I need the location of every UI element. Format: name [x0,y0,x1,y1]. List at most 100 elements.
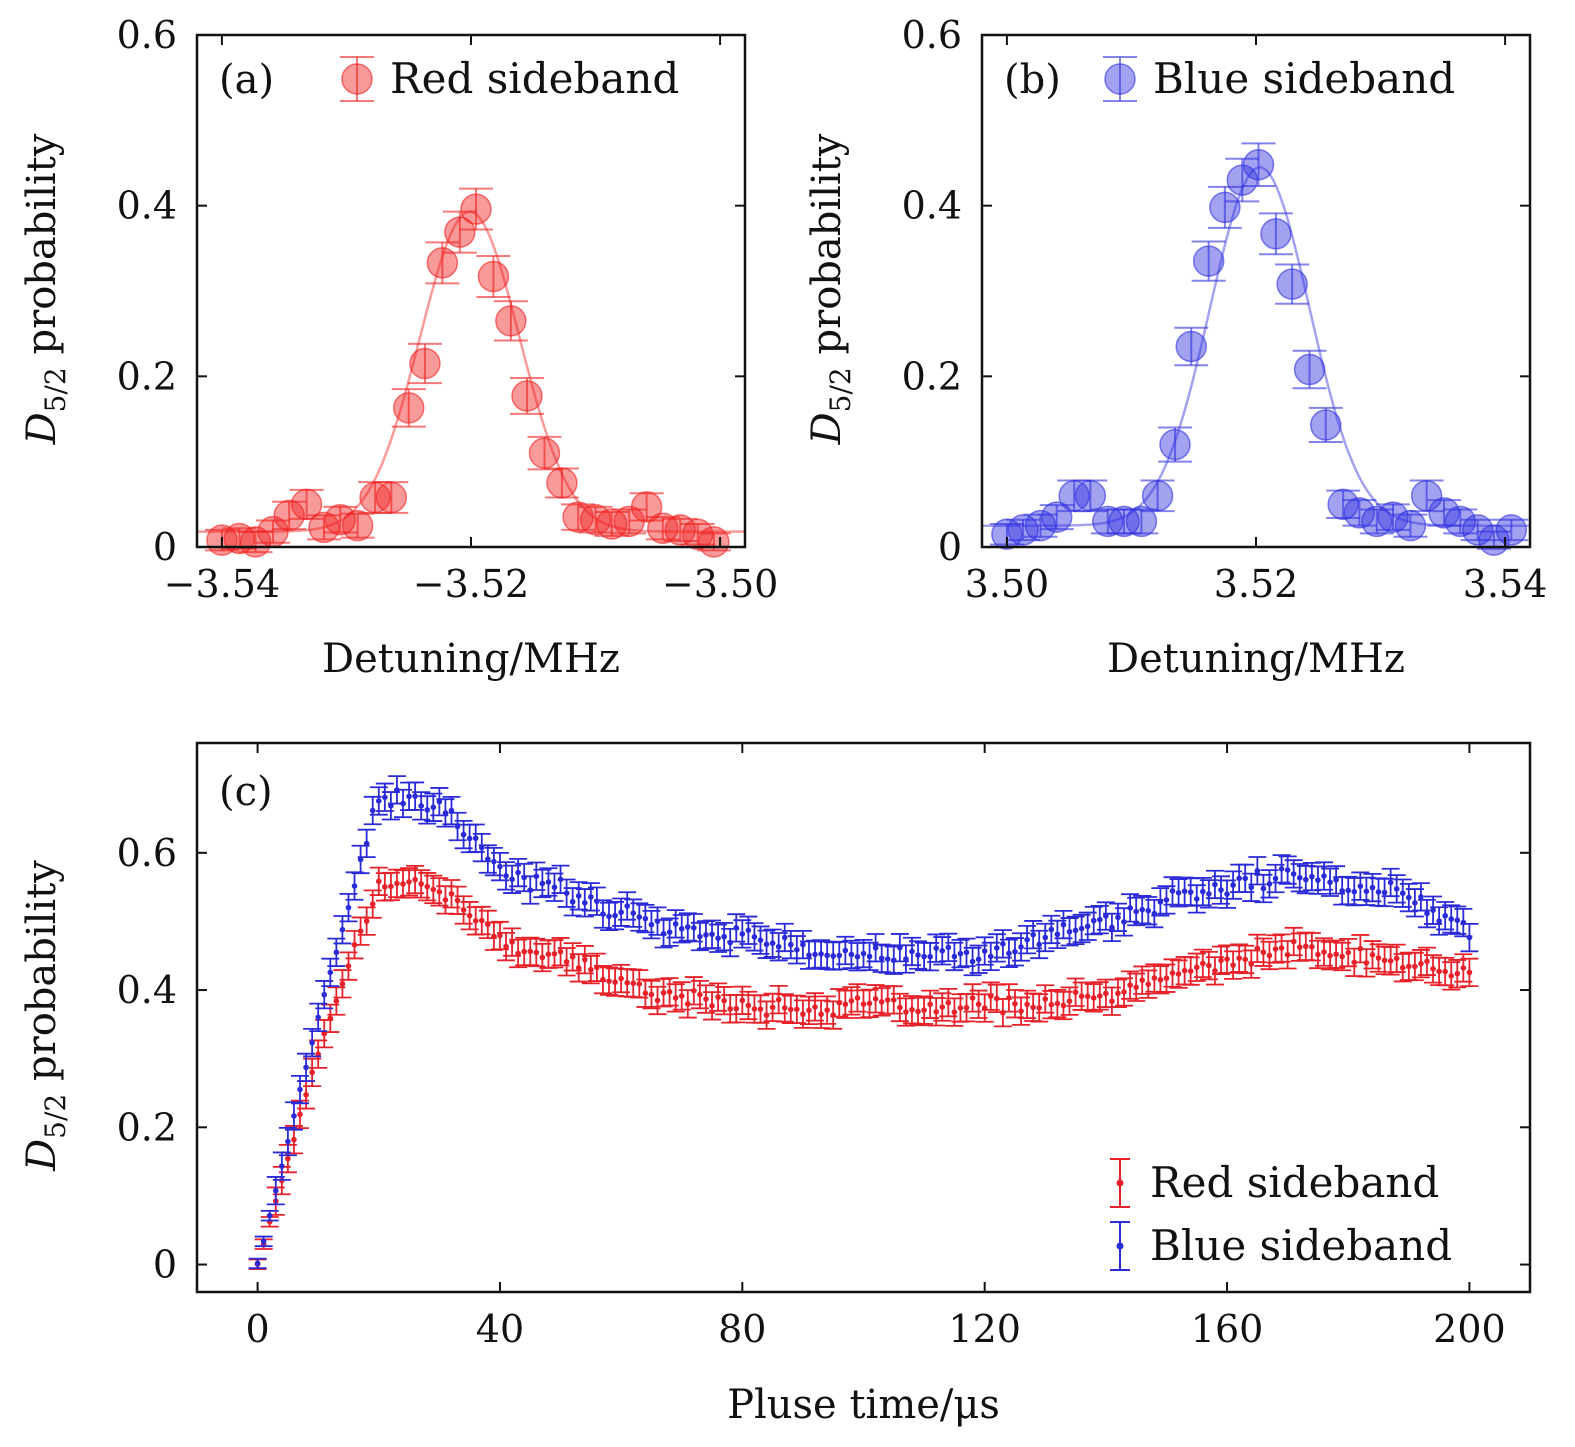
panel-c-legend-dot [1116,1179,1124,1187]
panel-b-point [1159,428,1191,461]
panel-c-point [860,1001,867,1007]
panel-c-data-point [1460,957,1479,988]
panel-c-point [315,1014,321,1021]
panel-c-point [745,927,752,934]
panel-c-point [648,921,655,928]
panel-c-point [1236,955,1242,961]
panel-c-point [903,956,909,962]
panel-b-data-point [1376,501,1410,533]
panel-c-point [569,898,576,905]
panel-a-point [647,512,679,544]
panel-c-point [1200,960,1206,967]
panel-c-data-point [1127,972,1146,1002]
panel-c-y-label-rest: probability [19,860,65,1094]
panel-c-point [812,951,818,958]
panel-c-point [787,1006,794,1013]
panel-b-point [1377,501,1409,533]
panel-c-point [1399,964,1406,971]
panel-c-point [545,951,552,958]
panel-c-point [1012,1000,1018,1007]
panel-c-point [1109,998,1115,1005]
panel-c-point [933,945,940,951]
panel-a-data-point [442,210,477,254]
panel-c-point [775,996,782,1003]
panel-c-point [285,1155,291,1162]
panel-c-point [588,966,594,973]
panel-c-point [1381,957,1388,964]
panel-a-data-point [255,515,290,548]
panel-c-point [806,1007,812,1014]
panel-c-point [424,883,431,890]
panel-c-point [357,856,364,863]
panel-c-point [612,912,618,919]
panel-a-ytick-label: 0.4 [117,184,177,228]
panel-c-point [1030,1004,1036,1011]
panel-c-point [709,1003,715,1009]
panel-b-data-point [1241,142,1276,188]
panel-c-data-point [545,872,564,902]
panel-c-point [400,881,406,887]
panel-c-point [291,1113,297,1119]
panel-c-point [460,831,467,838]
panel-c-data-point [1236,863,1255,894]
panel-b-data-point [1494,514,1529,546]
panel-c-data-point [1339,875,1358,906]
panel-c-point [448,890,455,897]
panel-c-data-point [400,867,419,897]
panel-a-point [426,247,459,279]
panel-c-point [1218,887,1224,893]
panel-c-point [1436,918,1442,924]
panel-c-point [1193,896,1200,902]
panel-c-point [478,917,485,924]
panel-c-point [1412,900,1418,906]
panel-c-point [1369,884,1376,891]
panel-a-data-point [510,377,545,415]
panel-c-point [824,952,830,959]
panel-b-point [1192,245,1225,277]
panel-a-legend-circle [341,63,373,95]
panel-a-data-point [458,187,493,231]
panel-c-point [1424,958,1430,965]
panel-c-point [794,946,800,953]
panel-c-point [394,880,400,887]
panel-a-legend-text: Red sideband [390,54,679,103]
panel-a-data-point [493,300,528,342]
panel-c-point [781,934,788,941]
panel-c-point [1290,871,1297,877]
panel-b-point [1175,330,1207,363]
panel-c-data-point [503,927,522,957]
panel-c-point [1181,888,1188,895]
panel-c-data-point [896,997,915,1027]
panel-a-data-point [561,501,596,533]
panel-c-point [909,948,915,955]
panel-c-point [1006,995,1012,1001]
panel-c-point [1157,976,1164,983]
panel-c-point [1169,970,1176,976]
panel-a-point [375,481,408,514]
panel-b-data-point [1292,349,1327,390]
panel-c-point [545,879,552,885]
panel-b-point [1040,501,1073,533]
panel-c-xtick-label: 0 [245,1307,269,1351]
panel-c-point [1218,957,1224,964]
panel-c-point [521,948,527,955]
panel-c-point [1145,907,1152,914]
panel-c-point [969,958,976,965]
panel-c-data-point [951,939,970,969]
panel-c-point [1460,965,1467,971]
panel-b-data-point [1342,497,1377,529]
panel-c-plot-data [248,775,1479,1271]
panel-c-point [769,940,776,947]
panel-c-data-point [630,902,649,932]
panel-c-point [890,997,897,1003]
panel-c-point [1163,897,1170,903]
panel-c-point [963,1004,970,1011]
panel-b-data-point [1326,488,1361,521]
panel-b-legend-marker [1103,56,1137,102]
panel-c-point [375,798,382,804]
panel-c-point [309,1039,315,1046]
panel-c-point [472,918,479,924]
panel-c-point [1412,963,1418,970]
panel-c-point [660,989,667,996]
panel-c-point [1387,879,1394,886]
